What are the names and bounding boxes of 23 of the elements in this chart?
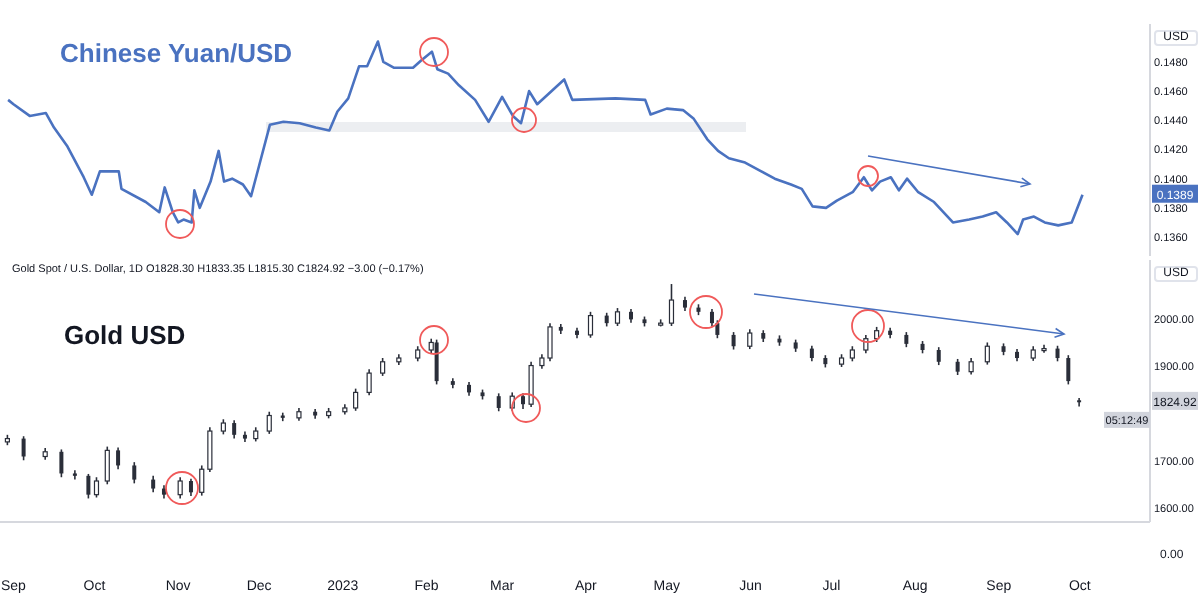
candlestick — [266, 410, 272, 435]
candlestick — [587, 311, 594, 339]
candlestick — [132, 461, 137, 485]
text: Chinese Yuan/USD — [60, 38, 293, 68]
candlestick — [104, 445, 110, 486]
candlestick — [59, 448, 64, 479]
candlestick — [21, 435, 26, 462]
candlestick — [353, 387, 359, 412]
candlestick — [547, 322, 553, 363]
candlestick — [72, 469, 77, 481]
candlestick — [366, 368, 372, 397]
candlestick — [984, 341, 990, 366]
candlestick — [528, 360, 534, 408]
candlestick — [434, 338, 439, 386]
candlestick — [1066, 354, 1071, 386]
candlestick — [86, 473, 91, 500]
candlestick — [747, 328, 753, 350]
candlestick — [177, 476, 183, 500]
candlestick — [116, 446, 121, 471]
candlestick — [668, 283, 675, 327]
candlestick — [232, 419, 237, 440]
candlestick — [93, 476, 100, 499]
text: Gold USD — [64, 320, 186, 350]
